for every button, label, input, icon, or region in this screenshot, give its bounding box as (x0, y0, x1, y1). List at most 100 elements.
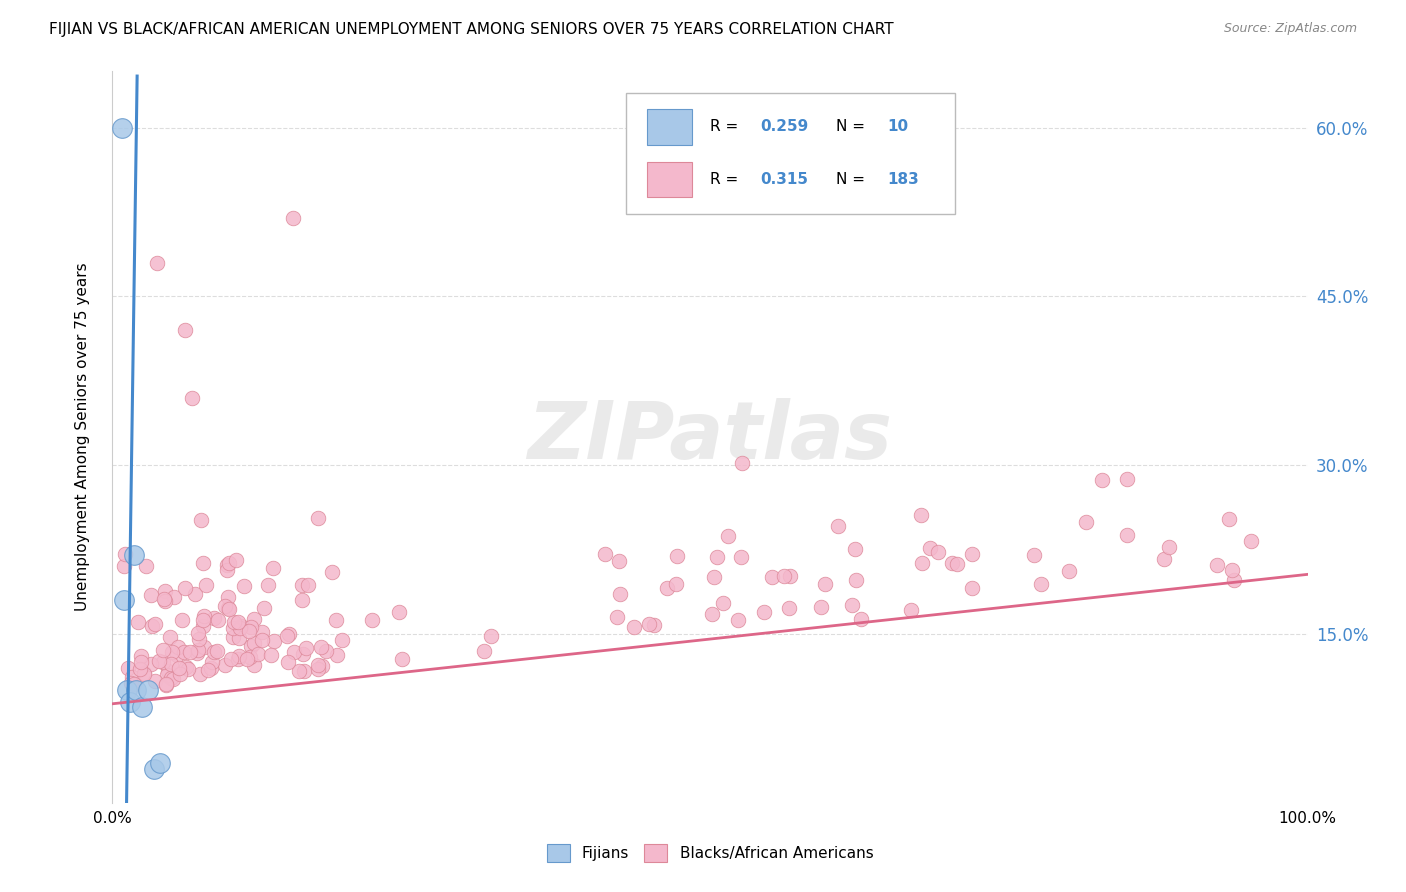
Point (391, 652, 413, 666)
Point (321, 565, 343, 579)
Point (191, 557, 214, 571)
Point (761, 570, 783, 584)
Point (138, 683, 160, 698)
Point (131, 655, 153, 669)
Point (162, 672, 184, 686)
Point (190, 513, 212, 527)
Point (186, 647, 208, 661)
Point (131, 700, 153, 714)
Point (167, 661, 190, 675)
Point (221, 630, 243, 644)
Text: 10: 10 (887, 120, 908, 135)
Point (703, 570, 725, 584)
Point (291, 593, 314, 607)
Point (311, 659, 333, 673)
Point (143, 673, 166, 688)
Point (291, 578, 314, 592)
Point (657, 581, 679, 595)
Text: 183: 183 (887, 172, 918, 187)
Point (361, 613, 384, 627)
Point (257, 578, 280, 592)
Point (283, 645, 305, 659)
Point (844, 541, 866, 556)
Point (706, 550, 728, 565)
Point (814, 577, 837, 591)
Point (309, 640, 332, 655)
Point (153, 584, 176, 599)
Point (1222, 563, 1244, 577)
Point (222, 615, 245, 630)
Point (479, 629, 502, 643)
Point (129, 662, 152, 676)
Point (1115, 528, 1137, 542)
Point (148, 654, 170, 668)
Point (195, 577, 218, 591)
Point (174, 581, 197, 595)
Point (135, 558, 157, 573)
FancyBboxPatch shape (627, 94, 955, 214)
Point (260, 648, 283, 662)
Point (193, 640, 215, 654)
Point (202, 611, 225, 625)
Point (1116, 472, 1139, 486)
Point (181, 391, 204, 405)
Point (156, 667, 179, 681)
Point (217, 590, 239, 604)
Point (307, 657, 329, 672)
Point (779, 569, 801, 583)
Point (1240, 533, 1263, 548)
Point (169, 667, 191, 681)
Point (127, 615, 149, 630)
Point (606, 610, 628, 624)
Point (277, 655, 299, 669)
Point (121, 670, 143, 684)
Point (1153, 552, 1175, 566)
Point (120, 694, 142, 708)
Point (125, 683, 148, 698)
Point (160, 645, 183, 659)
Point (141, 588, 163, 602)
Point (111, 120, 134, 135)
Point (262, 561, 284, 575)
Point (1057, 564, 1080, 578)
Point (156, 664, 179, 678)
Point (117, 661, 139, 675)
Point (1157, 540, 1180, 554)
Point (149, 756, 172, 771)
Point (960, 547, 983, 561)
Point (962, 581, 984, 595)
Point (941, 556, 963, 570)
Y-axis label: Unemployment Among Seniors over 75 years: Unemployment Among Seniors over 75 years (76, 263, 90, 611)
Point (139, 657, 162, 672)
Point (263, 634, 285, 648)
Point (643, 618, 665, 632)
Point (472, 644, 495, 658)
Point (217, 563, 239, 577)
Text: 0.259: 0.259 (761, 120, 808, 135)
Point (187, 643, 209, 657)
Point (1206, 558, 1229, 572)
Point (315, 643, 337, 657)
Point (810, 600, 832, 615)
Point (325, 613, 347, 627)
Point (143, 762, 166, 776)
Point (1222, 574, 1244, 588)
Point (1022, 548, 1045, 562)
Text: N =: N = (835, 120, 869, 135)
Point (160, 671, 183, 685)
Point (281, 211, 304, 225)
Point (307, 511, 329, 525)
Point (173, 646, 195, 660)
Point (114, 593, 135, 607)
Point (173, 323, 195, 337)
Point (239, 650, 262, 665)
Point (114, 547, 136, 561)
Point (202, 645, 225, 659)
Point (593, 547, 616, 561)
Point (243, 636, 266, 650)
Point (214, 599, 236, 613)
Point (845, 573, 868, 587)
Point (240, 640, 263, 654)
Point (143, 617, 166, 632)
Point (292, 665, 315, 679)
